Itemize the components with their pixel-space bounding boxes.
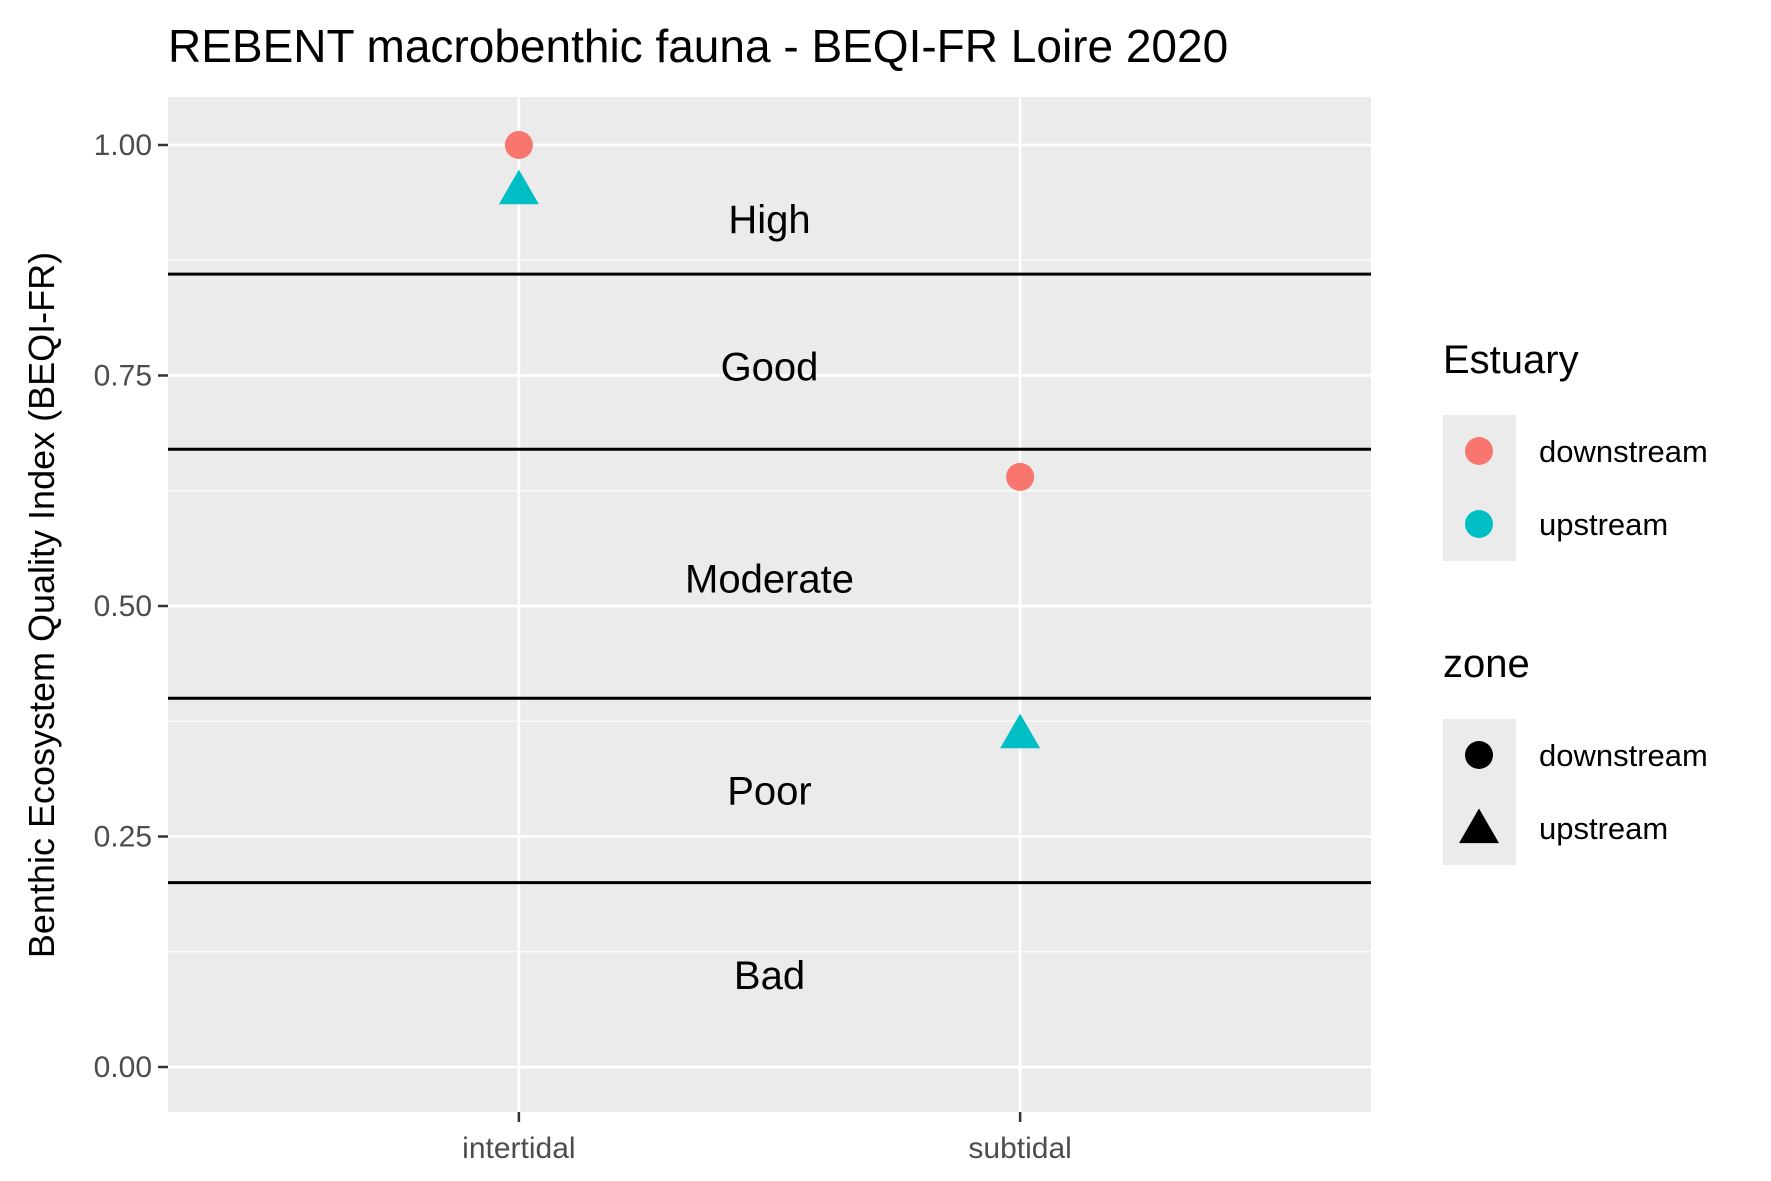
- legend-symbol: [1465, 510, 1493, 538]
- grid-lines: [168, 97, 1371, 1112]
- threshold-lines: [168, 272, 1371, 885]
- legend-title: Estuary: [1443, 338, 1579, 382]
- x-tick-label: subtidal: [968, 1132, 1071, 1165]
- band-label-moderate: Moderate: [685, 557, 854, 601]
- legend-label: downstream: [1539, 434, 1708, 469]
- chart-title: REBENT macrobenthic fauna - BEQI-FR Loir…: [168, 20, 1228, 72]
- legend-label: upstream: [1539, 507, 1668, 542]
- y-tick-label: 1.00: [94, 129, 152, 162]
- band-label-bad: Bad: [734, 954, 805, 998]
- point-upstream-intertidal: [498, 169, 539, 205]
- x-tick-label: intertidal: [462, 1132, 575, 1165]
- legend-symbol: [1465, 741, 1493, 769]
- band-label-good: Good: [721, 345, 819, 389]
- band-label-high: High: [728, 198, 810, 242]
- y-tick-label: 0.75: [94, 360, 152, 393]
- plot-panel: [168, 97, 1371, 1112]
- point-downstream-intertidal: [504, 131, 533, 159]
- y-tick-label: 0.50: [94, 590, 152, 623]
- x-axis: intertidal subtidal: [462, 1112, 1072, 1165]
- legend-label: upstream: [1539, 811, 1668, 846]
- point-downstream-subtidal: [1006, 462, 1035, 491]
- y-tick-label: 0.00: [94, 1051, 152, 1084]
- band-labels: High Good Moderate Poor Bad: [685, 198, 854, 998]
- data-points: [498, 131, 1041, 749]
- y-axis-title: Benthic Ecosystem Quality Index (BEQI-FR…: [21, 252, 62, 958]
- band-label-poor: Poor: [727, 769, 812, 813]
- legend-title: zone: [1443, 642, 1530, 686]
- legend-label: downstream: [1539, 738, 1708, 773]
- point-upstream-subtidal: [1000, 713, 1041, 749]
- legends: Estuary downstream upstream zone downstream u…: [1443, 338, 1708, 865]
- y-tick-label: 0.25: [94, 821, 152, 854]
- legend-symbol: [1465, 437, 1493, 465]
- legend-symbol: [1459, 808, 1499, 844]
- y-axis: 0.00 0.25 0.50 0.75 1.00: [94, 129, 168, 1084]
